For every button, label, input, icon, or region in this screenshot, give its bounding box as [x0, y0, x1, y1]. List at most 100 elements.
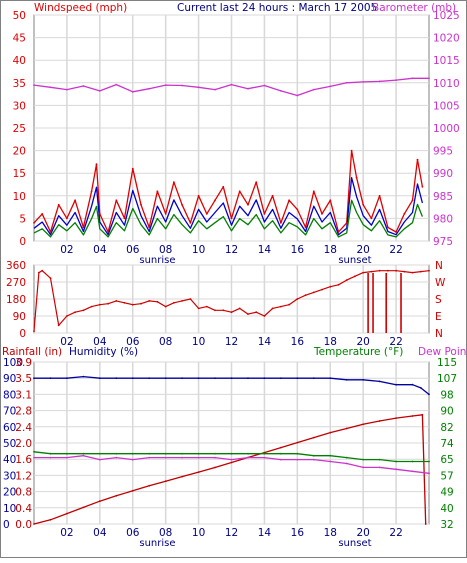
- humidity-point: [263, 377, 266, 380]
- wind-direction-point: [395, 269, 397, 272]
- windspeed-average-line: [33, 177, 424, 236]
- humidity-point: [411, 383, 414, 386]
- wind-direction-point: [238, 307, 241, 310]
- wind-panel-hour-tick-12: 12: [225, 244, 238, 256]
- windspeed-point: [49, 231, 52, 233]
- windspeed-tick-30: 30: [13, 100, 26, 112]
- rainfall-point: [280, 446, 282, 449]
- rainfall-point: [329, 431, 332, 434]
- wind-direction-point: [74, 311, 76, 314]
- wind-direction-point: [49, 277, 52, 280]
- rainfall-point: [148, 484, 151, 487]
- temperature-axis-title: Temperature (°F): [313, 346, 403, 358]
- humidity-tick-0: 0: [3, 519, 10, 531]
- rainfall-tick-0.0: 0.0: [15, 519, 32, 531]
- wind-direction-point: [403, 270, 406, 273]
- temperature-point: [345, 456, 348, 459]
- humidity-point: [247, 377, 249, 380]
- rainfall-tick-2.8: 2.8: [15, 406, 32, 418]
- humidity-point: [181, 377, 184, 380]
- direction-compass-tick-W: W: [435, 277, 446, 289]
- dewpoint-point: [181, 456, 184, 459]
- wind-direction-point: [378, 269, 381, 272]
- wind-panel-hour-tick-06: 06: [126, 244, 140, 256]
- temperature-point: [98, 452, 101, 455]
- wind-panel-hour-tick-14: 14: [258, 244, 272, 256]
- rainfall-point: [296, 441, 299, 444]
- barometer-point: [247, 87, 249, 90]
- dewpoint-point: [263, 456, 266, 459]
- windspeed-tick-50: 50: [13, 10, 26, 22]
- barometer-point: [131, 90, 134, 93]
- humidity-tick-100: 100: [3, 357, 23, 369]
- rainfall-point: [131, 489, 134, 492]
- lower-panel-sunset-label: sunset: [338, 538, 371, 549]
- wind-panel-hour-tick-20: 20: [356, 244, 369, 256]
- dewpoint-point: [214, 456, 216, 459]
- humidity-series-line: [34, 375, 430, 395]
- windspeed-point: [387, 226, 389, 229]
- dewpoint-point: [82, 454, 85, 457]
- wind-direction-point: [312, 291, 315, 294]
- windspeed-point: [421, 185, 424, 188]
- wind-panel-sunrise-label: sunrise: [139, 255, 175, 266]
- rainfall-tick-3.5: 3.5: [15, 373, 32, 385]
- windspeed-point: [98, 213, 101, 215]
- dewpoint-point: [230, 458, 233, 461]
- windspeed-point: [411, 199, 414, 202]
- wind-direction-point: [230, 311, 233, 314]
- wind-direction-point: [304, 294, 307, 297]
- rainfall-tick-2.0: 2.0: [15, 438, 32, 450]
- windspeed-tick-10: 10: [13, 191, 26, 203]
- windspeed-point: [82, 226, 85, 229]
- barometer-point: [312, 88, 315, 91]
- barometer-point: [214, 88, 216, 91]
- rainfall-point: [115, 494, 118, 497]
- dewpoint-point: [164, 456, 167, 459]
- wind-panel-hour-tick-16: 16: [291, 244, 305, 256]
- temperature-tick-32: 32: [440, 519, 453, 531]
- dewpoint-point: [247, 456, 249, 459]
- dewpoint-point: [378, 466, 381, 469]
- windspeed-point: [378, 194, 381, 197]
- barometer-point: [82, 85, 85, 87]
- dewpoint-point: [33, 456, 35, 459]
- windspeed-point: [255, 181, 258, 184]
- rainfall-point: [197, 471, 200, 473]
- wind-direction-point: [140, 302, 142, 305]
- rainfall-tick-0.4: 0.4: [15, 503, 32, 515]
- wind-direction-point: [197, 307, 200, 310]
- dewpoint-point: [362, 466, 365, 469]
- wind-direction-point: [90, 305, 93, 308]
- windspeed-point: [337, 231, 340, 233]
- temperature-point: [82, 452, 85, 455]
- barometer-tick-1025: 1025: [433, 10, 460, 22]
- barometer-point: [378, 80, 381, 83]
- temperature-tick-49: 49: [440, 487, 453, 499]
- temperature-point: [296, 452, 299, 455]
- temperature-point: [115, 452, 118, 455]
- humidity-point: [345, 378, 348, 381]
- dewpoint-point: [131, 458, 134, 461]
- rainfall-point: [66, 512, 68, 515]
- wind-panel-sunset-label: sunset: [338, 255, 371, 266]
- lower-panel-hour-tick-06: 06: [126, 527, 140, 539]
- dewpoint-point: [345, 462, 348, 465]
- dewpoint-axis-title: Dew Point: [418, 346, 467, 358]
- wind-panel-hour-tick-10: 10: [192, 244, 205, 256]
- humidity-tick-50: 50: [3, 438, 16, 450]
- barometer-tick-1010: 1010: [433, 78, 460, 90]
- rainfall-point: [214, 466, 216, 469]
- temperature-tick-65: 65: [440, 454, 453, 466]
- windspeed-point: [321, 213, 323, 215]
- lower-panel-hour-tick-14: 14: [258, 527, 272, 539]
- windspeed-tick-5: 5: [19, 213, 26, 225]
- rainfall-tick-1.6: 1.6: [15, 454, 32, 466]
- wind-panel-hour-tick-18: 18: [324, 244, 337, 256]
- temperature-point: [66, 452, 68, 455]
- temperature-point: [181, 452, 184, 455]
- wind-direction-point: [123, 301, 126, 304]
- rainfall-series-line: [33, 414, 427, 525]
